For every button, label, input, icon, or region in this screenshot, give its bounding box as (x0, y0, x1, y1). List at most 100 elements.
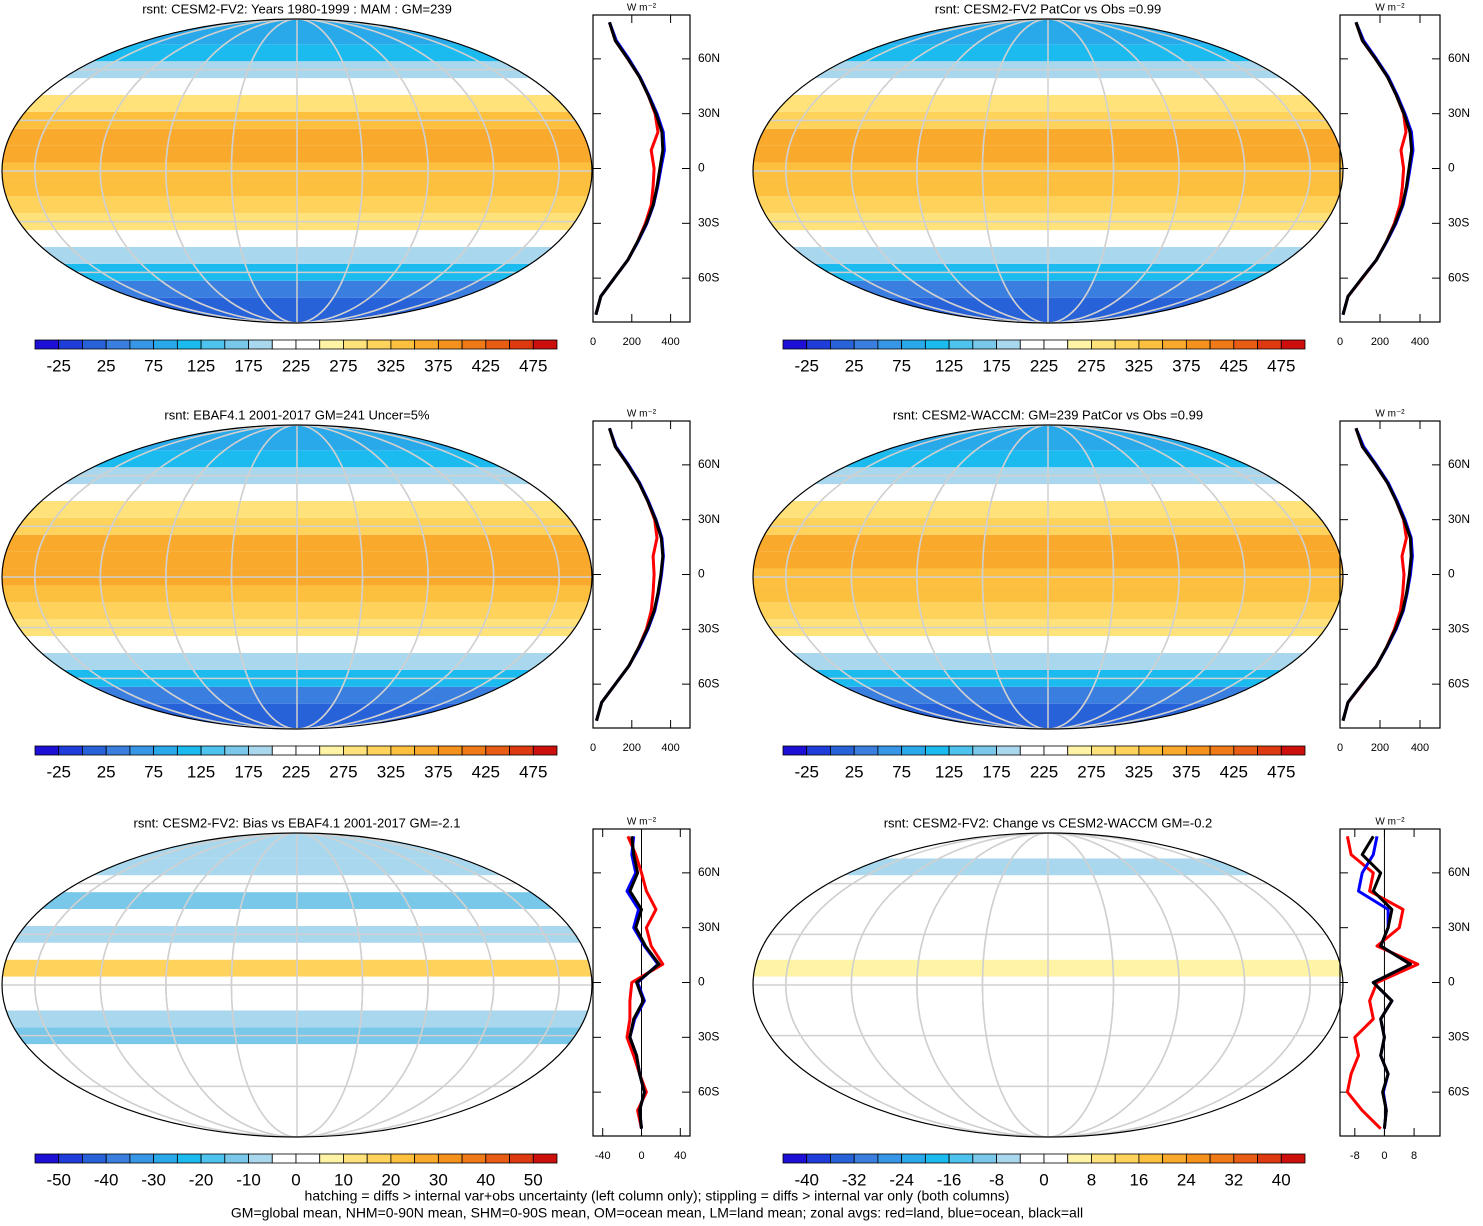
colorbar-label: 40 (1272, 1170, 1291, 1189)
zonal-line (597, 428, 658, 720)
colorbar-label: 425 (1220, 762, 1248, 781)
colorbar-box (249, 746, 273, 755)
y-tick-label: 30S (1448, 215, 1469, 229)
colorbar-box (35, 1154, 59, 1163)
colorbar-label: 125 (187, 356, 215, 375)
colorbar-box (177, 746, 201, 755)
colorbar-label: 225 (282, 762, 310, 781)
colorbar-box (902, 1154, 926, 1163)
colorbar-box (225, 340, 249, 349)
colorbar-box (438, 746, 462, 755)
y-tick-label: 30N (1448, 920, 1470, 934)
colorbar-box (1044, 1154, 1068, 1163)
colorbar-box (1163, 340, 1187, 349)
x-tick-label: 0 (1337, 742, 1343, 754)
colorbar-box (902, 746, 926, 755)
y-tick-label: 0 (1448, 975, 1455, 989)
colorbar-box (925, 340, 949, 349)
colorbar-box (343, 1154, 367, 1163)
colorbar-box (415, 746, 439, 755)
colorbar-label: 275 (329, 762, 357, 781)
colorbar-box (1186, 746, 1210, 755)
x-tick-label: 0 (1337, 336, 1343, 348)
colorbar-box (949, 1154, 973, 1163)
colorbar-label: -25 (794, 762, 819, 781)
colorbar-label: 24 (1177, 1170, 1196, 1189)
colorbar-box (997, 1154, 1021, 1163)
colorbar-box (296, 340, 320, 349)
colorbar-box (1020, 746, 1044, 755)
colorbar-box (1163, 1154, 1187, 1163)
colorbar-box (949, 340, 973, 349)
colorbar-box (1068, 1154, 1092, 1163)
y-tick-label: 60N (698, 865, 720, 879)
colorbar-label: 425 (1220, 356, 1248, 375)
colorbar-box (59, 746, 83, 755)
colorbar-box (1115, 1154, 1139, 1163)
y-tick-label: 30N (698, 106, 720, 120)
y-tick-label: 0 (1448, 567, 1455, 581)
map (2, 425, 592, 729)
colorbar-box (1210, 340, 1234, 349)
colorbar-label: 30 (429, 1170, 448, 1189)
colorbar-box (973, 340, 997, 349)
y-tick-label: 30S (698, 1029, 719, 1043)
colorbar-box (1234, 746, 1258, 755)
y-tick-label: 0 (698, 975, 705, 989)
colorbar-box (1091, 1154, 1115, 1163)
colorbar-box (225, 1154, 249, 1163)
colorbar-label: -25 (794, 356, 819, 375)
colorbar-label: -25 (46, 762, 71, 781)
colorbar-label: 25 (845, 356, 864, 375)
colorbar-box (272, 340, 296, 349)
colorbar-box (878, 340, 902, 349)
x-tick-label: 400 (661, 742, 679, 754)
colorbar-label: 25 (97, 356, 116, 375)
colorbar-box (130, 746, 154, 755)
colorbar-box (438, 340, 462, 349)
colorbar-label: 125 (935, 762, 963, 781)
colorbar-label: 225 (282, 356, 310, 375)
colorbar-box (807, 746, 831, 755)
panel-title: rsnt: EBAF4.1 2001-2017 GM=241 Uncer=5% (164, 407, 430, 422)
colorbar-label: 325 (1125, 356, 1153, 375)
y-tick-label: 30S (1448, 1029, 1469, 1043)
colorbar-label: 275 (1077, 356, 1105, 375)
colorbar-box (1044, 746, 1068, 755)
colorbar-label: 325 (377, 762, 405, 781)
colorbar-box (1020, 340, 1044, 349)
x-tick-label: 0 (590, 742, 596, 754)
colorbar-label: 125 (187, 762, 215, 781)
colorbar-box (59, 340, 83, 349)
colorbar-box (462, 1154, 486, 1163)
colorbar-box (854, 746, 878, 755)
zonal-line (1343, 428, 1411, 720)
colorbar-box (1281, 340, 1305, 349)
colorbar-box (1281, 1154, 1305, 1163)
colorbar-box (82, 340, 106, 349)
colorbar-box (1139, 746, 1163, 755)
colorbar-label: -30 (141, 1170, 166, 1189)
unit-label: W m⁻² (1375, 817, 1405, 828)
colorbar-box (878, 1154, 902, 1163)
x-tick-label: 0 (1381, 1150, 1387, 1162)
colorbar-box (1044, 340, 1068, 349)
colorbar-label: 20 (381, 1170, 400, 1189)
colorbar-label: 225 (1030, 356, 1058, 375)
colorbar-box (296, 746, 320, 755)
colorbar-label: 50 (524, 1170, 543, 1189)
colorbar-box (391, 1154, 415, 1163)
colorbar-box (462, 746, 486, 755)
colorbar-box (973, 1154, 997, 1163)
colorbar-box (1258, 1154, 1282, 1163)
colorbar-label: 425 (472, 356, 500, 375)
colorbar-box (1091, 746, 1115, 755)
colorbar-box (82, 746, 106, 755)
colorbar-box (783, 746, 807, 755)
y-tick-label: 60S (698, 1084, 719, 1098)
colorbar-label: -8 (989, 1170, 1004, 1189)
colorbar-label: 225 (1030, 762, 1058, 781)
colorbar-box (533, 746, 557, 755)
panel-title: rsnt: CESM2-FV2 PatCor vs Obs =0.99 (935, 1, 1162, 16)
map (753, 425, 1343, 729)
